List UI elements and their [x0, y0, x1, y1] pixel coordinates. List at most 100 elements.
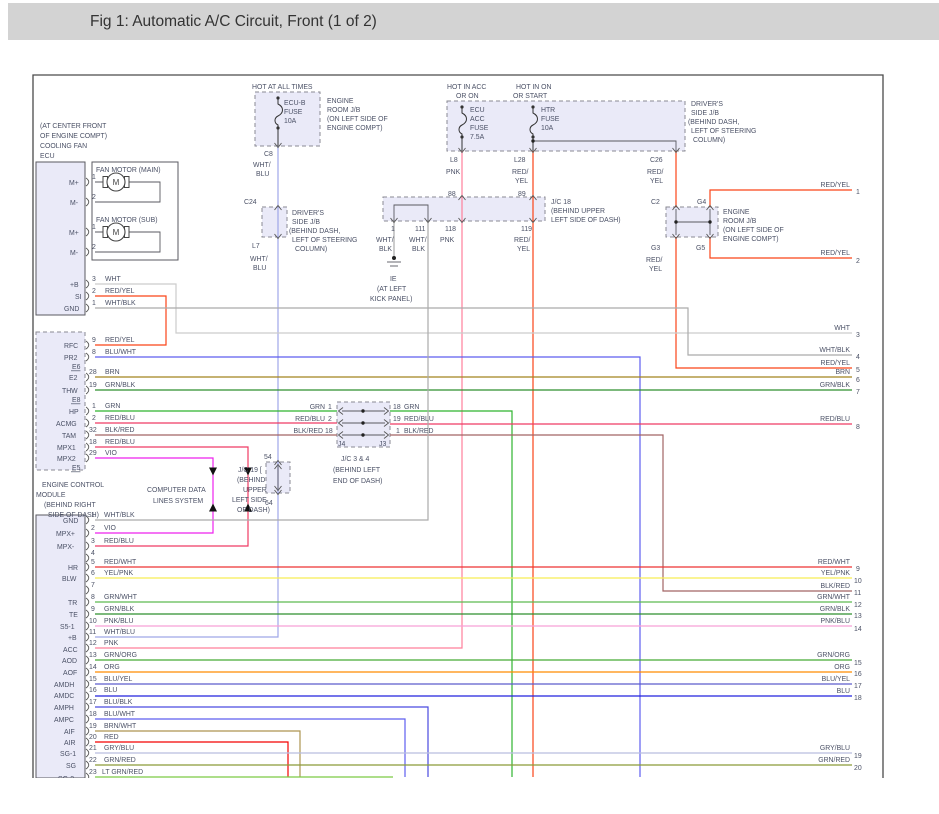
motor-icon [106, 172, 126, 192]
diagram-label: BLU [253, 265, 266, 272]
diagram-label: 14 [89, 664, 97, 671]
diagram-label: 1 [91, 512, 95, 519]
diagram-label: (BEHIND DASH, [289, 228, 340, 235]
diagram-label: OF DASH) [237, 507, 270, 514]
diagram-label: 17 [89, 699, 97, 706]
fuse-icon [274, 98, 283, 146]
diagram-label: G4 [697, 199, 706, 206]
diagram-label: +B [70, 282, 79, 289]
diagram-label: GRN [105, 403, 120, 410]
diagram-label: 18 [325, 428, 333, 435]
connector-pin-arrow [672, 233, 680, 240]
internal-link [393, 204, 429, 221]
diagram-label: OR START [513, 93, 548, 100]
diagram-label: 9 [856, 566, 860, 573]
diagram-label: ORG [834, 664, 850, 671]
wire-brn-wht-r19 [95, 730, 301, 777]
diagram-label: SIDE J/B [691, 110, 719, 117]
diagram-label: 2 [328, 416, 332, 423]
pin-stub [85, 679, 90, 689]
junction-dot [708, 220, 712, 224]
diagram-label: IE [390, 276, 397, 283]
diagram-label: M- [70, 250, 78, 257]
wiring-diagram: M M HOT AT ALL TIMES ECU-B FUSE 10A ENGINE ROOM… [32, 74, 884, 778]
diagram-label: RED/BLU [404, 416, 434, 423]
connector-pin-arrow [274, 485, 282, 492]
diagram-label: WHT/BLK [105, 300, 136, 307]
diagram-label: 89 [518, 191, 526, 198]
diagram-label: FUSE [541, 116, 560, 123]
diagram-label: C2 [651, 199, 660, 206]
junction-dot [531, 139, 535, 143]
connector-box-ecub-fuse-box [254, 91, 321, 147]
diagram-label: BRN/WHT [104, 723, 137, 730]
diagram-label: 1 [856, 189, 860, 196]
diagram-label: ENGINE [327, 98, 354, 105]
diagram-label: 29 [89, 450, 97, 457]
diagram-label: 8 [91, 594, 95, 601]
diagram-label: HP [69, 409, 79, 416]
connector-pin-arrow [274, 142, 282, 149]
diagram-label: 54 [264, 454, 272, 461]
diagram-label: BLW [62, 576, 77, 583]
diagram-label: RED/ [512, 169, 529, 176]
diagram-label: E5 [72, 465, 81, 472]
diagram-label: OR ON [456, 93, 479, 100]
connector-pin-arrow [383, 407, 390, 415]
diagram-label: 8 [92, 349, 96, 356]
diagram-label: HR [68, 565, 78, 572]
wire-red-yel-edge5 [675, 237, 852, 369]
diagram-label: WHT/ [376, 237, 394, 244]
diagram-label: GRN/WHT [817, 594, 851, 601]
diagram-label: GRN/ORG [104, 652, 137, 659]
diagram-label: 1 [92, 300, 96, 307]
diagram-label: ECU [470, 107, 485, 114]
diagram-label: HOT IN ACC [447, 84, 486, 91]
diagram-label: E6 [72, 364, 81, 371]
diagram-label: 19 [89, 723, 97, 730]
connector-pin-arrow [390, 217, 398, 224]
diagram-label: 10 [89, 618, 97, 625]
diagram-label: TR [68, 600, 77, 607]
wire-vio-mpx2 [95, 457, 214, 534]
diagram-label: BLU [837, 688, 850, 695]
diagram-label: BLK/RED [105, 427, 135, 434]
diagram-label: BLU/WHT [105, 349, 137, 356]
diagram-label: BLU [104, 687, 117, 694]
pin-stub [85, 340, 90, 350]
diagram-label: WHT/ [250, 256, 268, 263]
diagram-label: END OF DASH) [333, 478, 382, 485]
diagram-label: AOF [63, 670, 77, 677]
diagram-label: PNK [440, 237, 455, 244]
diagram-label: (ON LEFT SIDE OF [327, 116, 388, 123]
pin-stub [85, 406, 90, 416]
diagram-label: 1 [92, 403, 96, 410]
diagram-label: ECU [40, 153, 55, 160]
diagram-label: (BEHIND [237, 477, 265, 484]
diagram-label: 5 [856, 367, 860, 374]
wire-wht-blk-111 [95, 221, 429, 521]
diagram-label: GRN/BLK [820, 606, 851, 613]
data-line-arrow-icon [244, 503, 252, 512]
diagram-label: 17 [854, 683, 862, 690]
diagram-label: C8 [264, 151, 273, 158]
pin-stub [85, 227, 90, 237]
diagram-label: HTR [541, 107, 555, 114]
diagram-label: RED/BLU [104, 538, 134, 545]
connector-pin-arrow [529, 217, 537, 224]
diagram-label: G3 [651, 245, 660, 252]
diagram-label: COLUMN) [295, 246, 327, 253]
pin-stub [85, 303, 90, 313]
diagram-label: 3 [92, 276, 96, 283]
connector-pin-arrow [274, 204, 282, 211]
diagram-label: WHT [834, 325, 850, 332]
pin-stub [85, 453, 90, 463]
diagram-label: 18 [854, 695, 862, 702]
pin-stub [85, 197, 90, 207]
diagram-label: L28 [514, 157, 526, 164]
pin-stub [85, 702, 90, 712]
diagram-label: 21 [89, 745, 97, 752]
diagram-label: WHT/BLK [104, 512, 135, 519]
fuse-icon [529, 107, 538, 151]
